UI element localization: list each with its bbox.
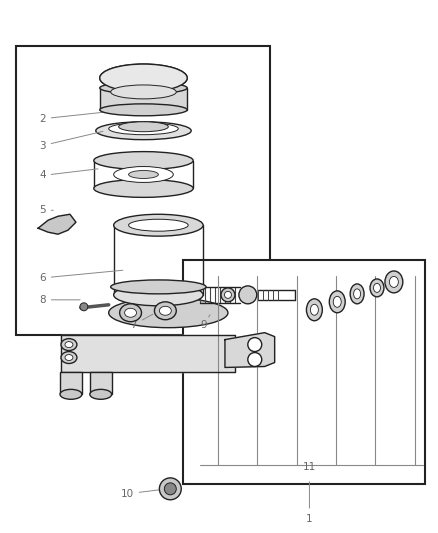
Ellipse shape	[90, 389, 112, 399]
Bar	[90, 373, 112, 394]
Ellipse shape	[333, 296, 341, 308]
Ellipse shape	[119, 122, 168, 132]
Ellipse shape	[350, 284, 364, 304]
Circle shape	[248, 352, 262, 367]
Ellipse shape	[124, 308, 137, 317]
Ellipse shape	[311, 304, 318, 315]
Ellipse shape	[111, 280, 206, 294]
Ellipse shape	[94, 180, 193, 197]
Ellipse shape	[120, 304, 141, 322]
Ellipse shape	[65, 342, 73, 348]
Ellipse shape	[353, 289, 360, 299]
Text: 1: 1	[306, 482, 313, 524]
Ellipse shape	[370, 279, 384, 297]
Circle shape	[164, 483, 176, 495]
Circle shape	[159, 478, 181, 500]
Ellipse shape	[224, 292, 231, 298]
Ellipse shape	[94, 151, 193, 169]
Text: 4: 4	[39, 169, 98, 181]
Text: 6: 6	[39, 270, 123, 283]
Text: 8: 8	[39, 295, 80, 305]
Text: 7: 7	[131, 314, 153, 330]
Polygon shape	[225, 333, 275, 367]
Bar	[100, 88, 187, 110]
Bar	[60, 373, 82, 394]
Circle shape	[248, 337, 262, 352]
Ellipse shape	[221, 288, 235, 302]
Ellipse shape	[60, 389, 82, 399]
Ellipse shape	[100, 104, 187, 116]
Ellipse shape	[129, 219, 188, 231]
Ellipse shape	[307, 299, 322, 321]
Ellipse shape	[129, 171, 159, 179]
Bar	[183, 260, 425, 484]
Ellipse shape	[65, 354, 73, 360]
Text: 2: 2	[39, 109, 133, 124]
Ellipse shape	[385, 271, 403, 293]
Ellipse shape	[114, 166, 173, 182]
Ellipse shape	[100, 64, 187, 92]
Ellipse shape	[159, 306, 171, 315]
Polygon shape	[61, 335, 235, 373]
Ellipse shape	[239, 286, 257, 304]
Text: 3: 3	[39, 131, 103, 151]
Circle shape	[80, 303, 88, 311]
Text: 10: 10	[120, 489, 165, 499]
Bar	[16, 46, 270, 335]
Ellipse shape	[374, 284, 381, 293]
Ellipse shape	[389, 277, 398, 287]
Text: 5: 5	[39, 205, 53, 215]
Text: 9: 9	[200, 315, 210, 330]
Ellipse shape	[109, 123, 178, 135]
Ellipse shape	[100, 82, 187, 94]
Ellipse shape	[111, 85, 176, 99]
Polygon shape	[38, 214, 76, 234]
Ellipse shape	[109, 298, 228, 328]
Text: 11: 11	[303, 462, 316, 472]
Ellipse shape	[96, 122, 191, 140]
Ellipse shape	[155, 302, 176, 320]
Ellipse shape	[61, 352, 77, 364]
Ellipse shape	[114, 284, 203, 306]
Ellipse shape	[100, 64, 187, 92]
Ellipse shape	[329, 291, 345, 313]
Ellipse shape	[61, 338, 77, 351]
Ellipse shape	[114, 214, 203, 236]
